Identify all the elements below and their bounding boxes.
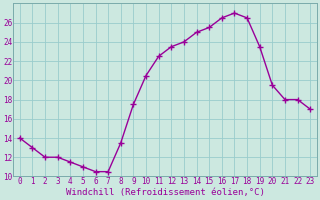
X-axis label: Windchill (Refroidissement éolien,°C): Windchill (Refroidissement éolien,°C) — [66, 188, 264, 197]
